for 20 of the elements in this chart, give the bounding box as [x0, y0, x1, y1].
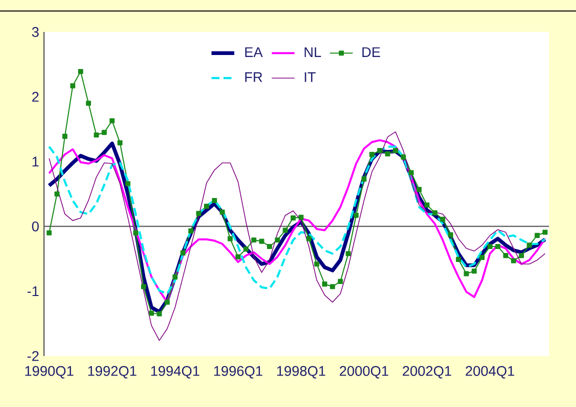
- legend-label: NL: [304, 47, 321, 57]
- y-tick-label: 3: [32, 27, 39, 37]
- x-tick-label: 1994Q1: [151, 366, 200, 378]
- x-tick-label: 2004Q1: [466, 366, 514, 378]
- y-tick-label: -2: [27, 351, 39, 361]
- y-tick-label: 2: [32, 92, 39, 102]
- y-tick-label: 0: [32, 221, 39, 232]
- legend-label: FR: [245, 72, 262, 82]
- x-tick-label: 2000Q1: [340, 366, 388, 378]
- legend-label: IT: [304, 72, 316, 82]
- legend-label: DE: [362, 47, 380, 57]
- x-tick-label: 1992Q1: [88, 366, 136, 378]
- y-tick-label: 1: [32, 156, 39, 166]
- x-tick-label: 2002Q1: [402, 366, 452, 378]
- x-tick-label: 1990Q1: [25, 366, 74, 378]
- y-tick-label: -1: [27, 286, 39, 296]
- legend-label: EA: [245, 47, 263, 57]
- x-tick-label: 1996Q1: [214, 366, 262, 378]
- x-tick-label: 1998Q1: [277, 366, 326, 378]
- line-series: [48, 131, 546, 341]
